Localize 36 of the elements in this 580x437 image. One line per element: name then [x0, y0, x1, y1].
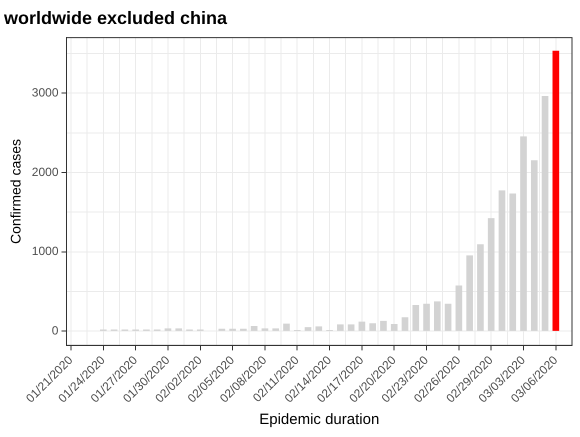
bar [444, 304, 452, 331]
bar [315, 326, 322, 331]
x-axis-title: Epidemic duration [259, 411, 380, 428]
y-tick-label: 3000 [32, 85, 59, 100]
bar [434, 301, 441, 331]
bar [456, 286, 462, 331]
bar [509, 194, 516, 331]
bar [423, 304, 430, 331]
bar [250, 326, 258, 331]
bar [412, 304, 420, 331]
bar [488, 218, 495, 331]
bar [348, 324, 354, 331]
bar [498, 190, 506, 331]
bar [337, 324, 344, 331]
bar [262, 328, 268, 331]
bar [358, 322, 366, 331]
y-tick-label: 1000 [32, 244, 59, 258]
y-tick-label: 0 [52, 323, 59, 338]
bar [272, 328, 280, 331]
chart-title: worldwide excluded china [3, 8, 228, 28]
bar [542, 96, 548, 331]
bar [466, 255, 473, 331]
bar [477, 244, 484, 331]
y-axis-title: Confirmed cases [7, 138, 24, 244]
bar [304, 327, 312, 331]
bar [390, 324, 398, 331]
bar [380, 320, 387, 331]
bar [164, 328, 172, 331]
bar [283, 324, 290, 331]
bar [369, 323, 376, 331]
bar [552, 50, 560, 331]
bar [520, 136, 527, 331]
bar [402, 317, 408, 331]
bar [175, 328, 182, 331]
bar [530, 160, 538, 331]
y-tick-label: 2000 [32, 164, 59, 179]
